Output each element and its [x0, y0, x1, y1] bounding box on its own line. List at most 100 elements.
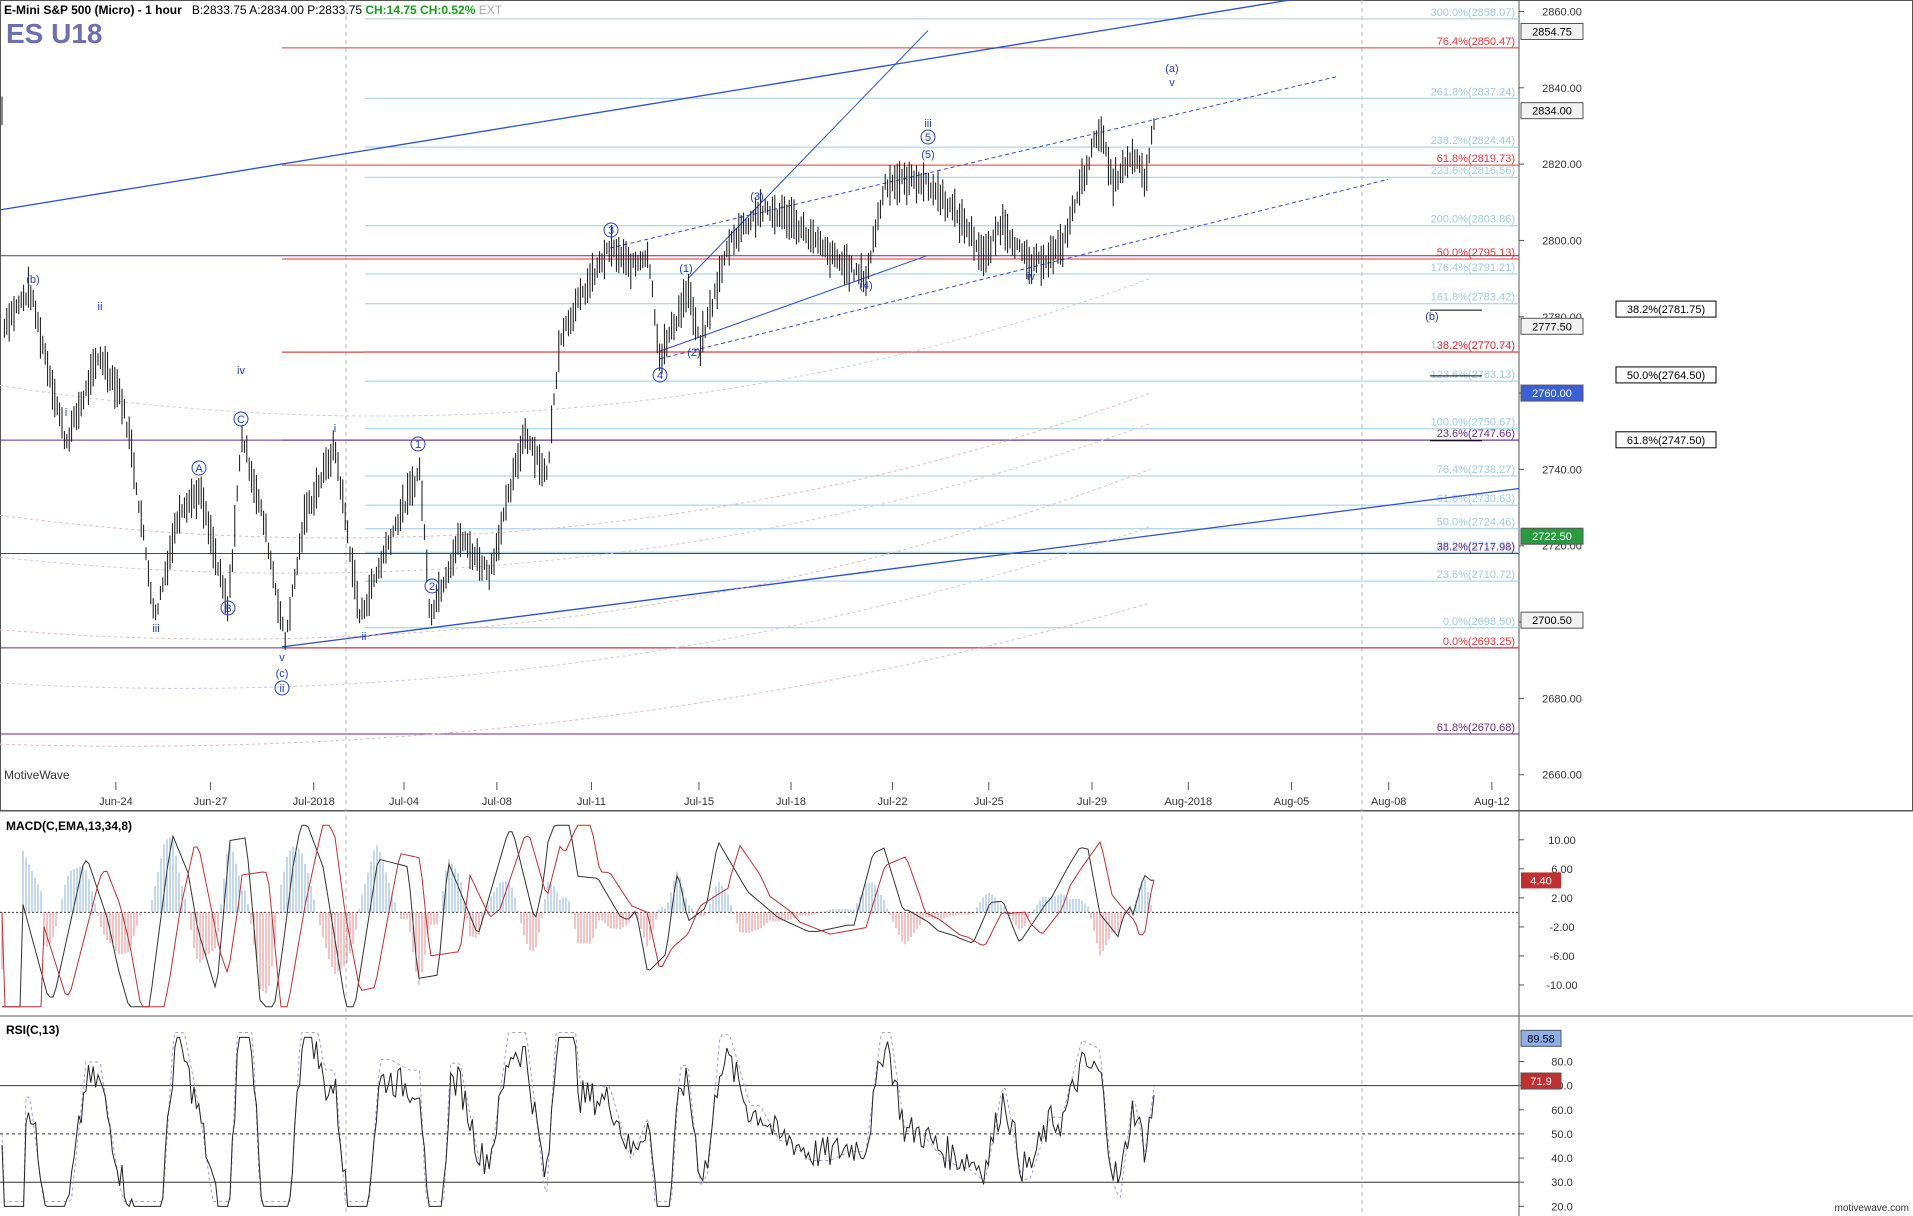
rsi-smoothed-line — [1, 1031, 1155, 1203]
wave-label-circle — [652, 367, 668, 383]
wave-label: (b) — [26, 274, 39, 286]
symbol-watermark: ES U18 — [6, 18, 103, 49]
wave-label: 5 — [925, 132, 931, 144]
x-tick-label: Jul-08 — [482, 796, 512, 808]
fib-label: 0.0%(2698.50) — [1443, 616, 1515, 628]
price-bars — [1, 96, 1155, 651]
macd-last-tag — [1521, 872, 1561, 889]
channel-line — [659, 178, 1389, 360]
x-tick-label: Aug-08 — [1371, 796, 1406, 808]
instrument-title: E-Mini S&P 500 (Micro) - 1 hour — [4, 3, 182, 17]
rsi-tag-label: 71.9 — [1530, 1076, 1551, 1088]
price-tag-label: 2834.00 — [1532, 106, 1572, 118]
price-tag — [1520, 611, 1584, 629]
brand-label: MotiveWave — [4, 768, 70, 782]
price-tag-label: 2760.00 — [1532, 388, 1572, 400]
fib-label: 38.2%(2718.31) — [1437, 540, 1515, 552]
wave-label: C — [237, 414, 245, 426]
wave-label-circle — [274, 680, 290, 696]
y-tick-label: 2740.00 — [1542, 464, 1582, 476]
rsi-y-tick-label: 40.0 — [1551, 1153, 1572, 1165]
price-tag-label: 2700.50 — [1532, 615, 1572, 627]
wave-label: B — [224, 603, 231, 615]
x-tick-label: Jul-11 — [577, 796, 606, 808]
wave-label: (c) — [276, 668, 289, 680]
wave-label: i — [334, 423, 336, 435]
macd-last-label: 4.40 — [1530, 875, 1551, 887]
target-label: 61.8%(2747.50) — [1627, 435, 1705, 447]
x-tick-label: Aug-2018 — [1164, 796, 1212, 808]
x-tick-label: Jul-15 — [684, 796, 714, 808]
rsi-line — [1, 1036, 1155, 1208]
price-tag — [1520, 317, 1584, 335]
fib-label: 0.0%(2693.25) — [1443, 636, 1515, 648]
wave-label: iii — [924, 118, 931, 130]
x-tick-label: Jul-2018 — [293, 796, 335, 808]
fib-label: 38.2%(2770.74) — [1437, 340, 1515, 352]
wave-label-circle — [220, 600, 236, 616]
moving-average — [0, 602, 1151, 747]
wave-label: (a) — [1165, 63, 1178, 75]
fib-label: 61.8%(2730.63) — [1437, 493, 1515, 505]
rsi-tag — [1520, 1072, 1562, 1090]
fib-label: 161.8%(2783.42) — [1431, 292, 1515, 304]
x-tick-label: Jul-25 — [974, 796, 1004, 808]
macd-y-tick-label: -2.00 — [1549, 922, 1574, 934]
fib-label: 38.2%(2717.98) — [1437, 541, 1515, 553]
wave-label: v — [279, 652, 285, 664]
rsi-y-tick-label: 50.0 — [1551, 1129, 1572, 1141]
rsi-y-tick-label: 80.0 — [1551, 1056, 1572, 1068]
fib-label: 200.0%(2803.86) — [1431, 214, 1515, 226]
rsi-title: RSI(C,13) — [6, 1023, 59, 1037]
wave-label: 1 — [415, 439, 421, 451]
x-tick-label: Aug-12 — [1474, 796, 1509, 808]
fib-label: 61.8%(2670.68) — [1437, 722, 1515, 734]
rsi-y-tick-label: 60.0 — [1551, 1105, 1572, 1117]
macd-line — [2, 824, 1155, 1008]
change-value: CH:14.75 — [365, 3, 417, 17]
macd-y-tick-label: -6.00 — [1549, 951, 1574, 963]
wave-label: A — [195, 463, 203, 475]
wave-label: 4 — [657, 370, 663, 382]
footer-label: motivewave.com — [1834, 1203, 1909, 1214]
wave-label: iii — [152, 623, 159, 635]
fib-label: 50.0%(2724.46) — [1437, 517, 1515, 529]
rsi-y-tick-label: 30.0 — [1551, 1177, 1572, 1189]
macd-histogram — [1, 837, 1155, 993]
fib-label: 300.0%(2858.07) — [1431, 7, 1515, 19]
price-tag-label: 2854.75 — [1532, 26, 1572, 38]
y-tick-label: 2820.00 — [1542, 159, 1582, 171]
fib-label: 50.0%(2795.13) — [1437, 247, 1515, 259]
y-tick-label: 2800.00 — [1542, 235, 1582, 247]
x-tick-label: Jul-18 — [776, 796, 806, 808]
fib-label: 223.6%(2816.56) — [1431, 165, 1515, 177]
ext-label: EXT — [478, 3, 503, 17]
fib-label: 23.6%(2747.66) — [1437, 428, 1515, 440]
fib-label: 123.6%(2763.13) — [1431, 369, 1515, 381]
wave-label-circle — [191, 460, 207, 476]
x-tick-label: Jul-04 — [389, 796, 419, 808]
fib-label: 100.0%(2750.67) — [1431, 417, 1515, 429]
wave-label: (4) — [859, 280, 872, 292]
macd-title: MACD(C,EMA,13,34,8) — [6, 819, 132, 833]
target-box — [1615, 431, 1717, 449]
wave-label: (2) — [687, 347, 700, 359]
y-tick-label: 2680.00 — [1542, 693, 1582, 705]
target-box — [1615, 300, 1717, 318]
price-tag-label: 2722.50 — [1532, 531, 1572, 543]
wave-label: i — [65, 407, 67, 419]
wave-label: v — [1169, 77, 1175, 89]
rsi-y-tick-label: 20.0 — [1551, 1201, 1572, 1213]
fib-label: 261.8%(2837.24) — [1431, 86, 1515, 98]
wave-label: (3) — [750, 191, 763, 203]
trend-line — [659, 255, 928, 352]
wave-label: 3 — [608, 225, 614, 237]
wave-label-circle — [603, 222, 619, 238]
x-tick-label: Aug-05 — [1274, 796, 1309, 808]
wave-label: ii — [280, 683, 285, 695]
fib-label: 238.2%(2824.44) — [1431, 135, 1515, 147]
change-pct-value: CH:0.52% — [420, 3, 476, 17]
ask-value: A:2834.00 — [249, 3, 304, 17]
wave-label: iv — [1027, 271, 1035, 283]
